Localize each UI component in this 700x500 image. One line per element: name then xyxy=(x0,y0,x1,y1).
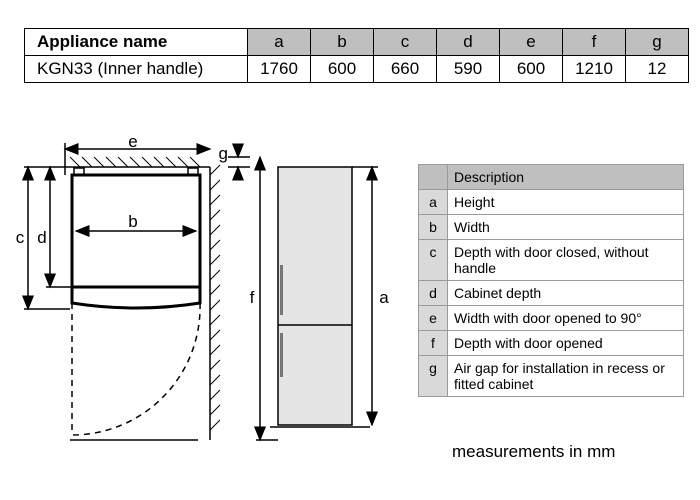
dim-key: c xyxy=(374,29,437,56)
desc-value: Cabinet depth xyxy=(448,281,684,306)
dim-value: 600 xyxy=(311,56,374,83)
desc-value: Height xyxy=(448,190,684,215)
dim-key: g xyxy=(626,29,689,56)
desc-key: f xyxy=(419,331,448,356)
description-table: Description aHeight bWidth cDepth with d… xyxy=(418,164,684,397)
desc-key: a xyxy=(419,190,448,215)
dim-e-label: e xyxy=(128,135,137,151)
appliance-name: KGN33 (Inner handle) xyxy=(25,56,248,83)
dim-a-label: a xyxy=(379,288,389,307)
desc-value: Depth with door opened xyxy=(448,331,684,356)
dim-c-label: c xyxy=(16,228,25,247)
desc-key: g xyxy=(419,356,448,397)
wall-hatch-right xyxy=(210,165,220,440)
measurements-table: Appliance name a b c d e f g KGN33 (Inne… xyxy=(24,28,689,83)
desc-key: d xyxy=(419,281,448,306)
name-header: Appliance name xyxy=(25,29,248,56)
dim-value: 1210 xyxy=(563,56,626,83)
dim-value: 590 xyxy=(437,56,500,83)
desc-value: Depth with door closed, without handle xyxy=(448,240,684,281)
dim-d-label: d xyxy=(37,228,46,247)
desc-value: Air gap for installation in recess or fi… xyxy=(448,356,684,397)
dim-key: b xyxy=(311,29,374,56)
dim-value: 600 xyxy=(500,56,563,83)
desc-key: b xyxy=(419,215,448,240)
door-swing-arc xyxy=(72,303,200,435)
desc-key: c xyxy=(419,240,448,281)
dim-value: 12 xyxy=(626,56,689,83)
handle-upper xyxy=(280,265,283,315)
desc-header: Description xyxy=(448,165,684,190)
dim-key: e xyxy=(500,29,563,56)
dim-value: 1760 xyxy=(248,56,311,83)
dimension-diagram: e b c d g f a xyxy=(10,135,410,475)
dim-g-label: g xyxy=(219,144,228,163)
dim-f-label: f xyxy=(250,288,255,307)
handle-lower xyxy=(280,333,283,377)
desc-header-blank xyxy=(419,165,448,190)
dim-b-label: b xyxy=(128,212,137,231)
footnote: measurements in mm xyxy=(452,442,615,462)
desc-value: Width xyxy=(448,215,684,240)
dim-key: a xyxy=(248,29,311,56)
dim-key: f xyxy=(563,29,626,56)
dim-key: d xyxy=(437,29,500,56)
door-top-view xyxy=(72,287,200,308)
desc-value: Width with door opened to 90° xyxy=(448,306,684,331)
desc-key: e xyxy=(419,306,448,331)
dim-value: 660 xyxy=(374,56,437,83)
fridge-front xyxy=(278,167,352,425)
wall-hatch-top xyxy=(65,157,210,167)
